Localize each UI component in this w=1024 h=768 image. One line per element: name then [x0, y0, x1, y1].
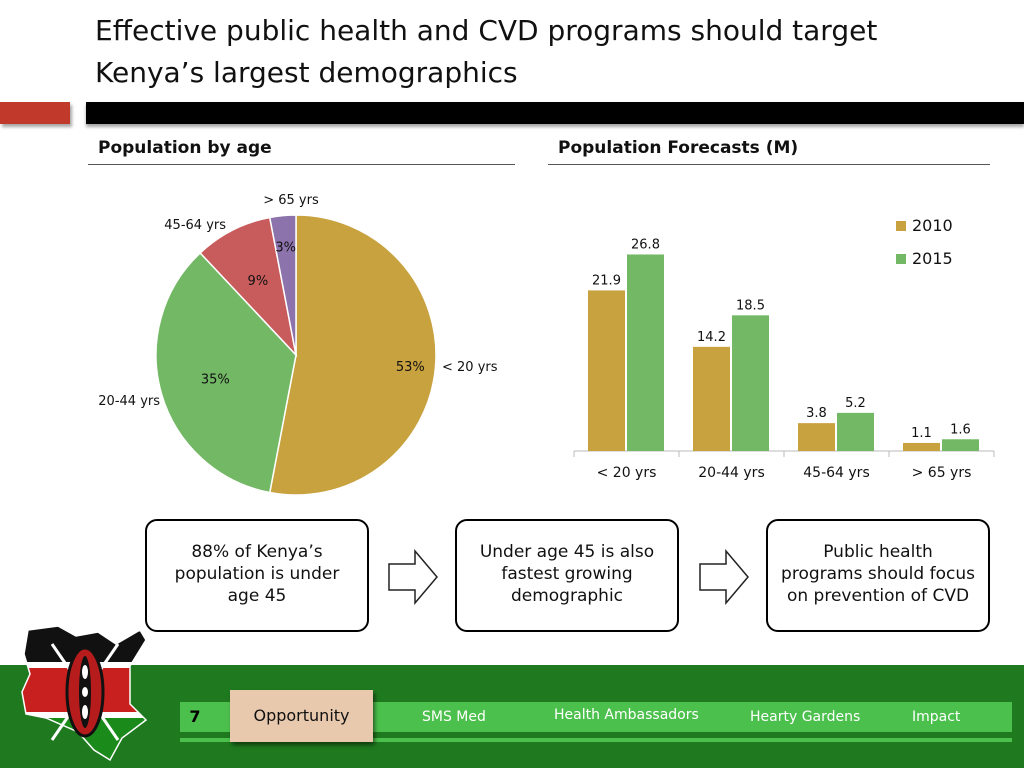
nav-tab-hearty-gardens[interactable]: Hearty Gardens: [750, 709, 861, 725]
pie-category-label: < 20 yrs: [442, 360, 498, 375]
bar-data-label: 14.2: [697, 330, 726, 345]
population-pie-chart: 53% < 20 yrs 35% 20-44 yrs 9% 45-64 yrs 3% > 65…: [98, 193, 498, 496]
pie-slice-20-44-yrs: [155, 251, 297, 494]
legend-swatch-2010: [896, 221, 906, 231]
nav-underline: [180, 738, 1012, 742]
bar-2015-20-yrs: [627, 254, 664, 451]
legend-label-2015: 2015: [912, 249, 953, 268]
bar-data-label: 1.6: [950, 422, 971, 437]
x-tick-label: > 65 yrs: [912, 465, 972, 481]
bar-2015-20-44-yrs: [732, 315, 769, 451]
bar-data-label: 21.9: [592, 273, 621, 288]
bar-2010-45-64-yrs: [798, 423, 835, 451]
nav-tab-sms-med[interactable]: SMS Med: [422, 709, 486, 725]
pie-category-label: > 65 yrs: [263, 193, 319, 208]
slide-title: Effective public health and CVD programs…: [95, 14, 878, 89]
bar-2010-65-yrs: [903, 442, 940, 451]
title-underline-bar: [86, 102, 1024, 124]
callout-text: Under age 45 is also fastest growing dem…: [479, 542, 655, 606]
population-by-age-heading: Population by age: [88, 138, 515, 165]
callout-text: Public health programs should focus on p…: [781, 542, 975, 606]
bar-data-label: 1.1: [911, 426, 932, 441]
red-accent-bar: [0, 102, 70, 124]
bar-data-label: 5.2: [845, 396, 866, 411]
x-tick-label: < 20 yrs: [597, 465, 657, 481]
pie-value-label: 53%: [396, 360, 425, 375]
kenya-flag-map-logo: [21, 625, 148, 762]
bar-2015-45-64-yrs: [837, 412, 874, 451]
pie-slice-65-yrs: [268, 214, 297, 356]
bar-data-label: 18.5: [736, 298, 765, 313]
nav-tab-health-ambassadors[interactable]: Health Ambassadors: [554, 707, 699, 723]
population-forecasts-heading: Population Forecasts (M): [548, 138, 990, 165]
right-arrow-icon: [388, 549, 438, 605]
pie-value-label: 3%: [275, 240, 296, 255]
pie-slice-45-64-yrs: [199, 216, 298, 358]
bar-data-label: 26.8: [631, 237, 660, 252]
pie-slice-20-yrs: [268, 214, 437, 496]
pie-value-label: 35%: [201, 372, 230, 387]
right-arrow-icon: [699, 549, 749, 605]
bar-2010-20-yrs: [588, 290, 625, 451]
legend-swatch-2015: [896, 254, 906, 264]
x-tick-label: 45-64 yrs: [803, 465, 869, 481]
bar-data-label: 3.8: [806, 406, 827, 421]
pie-value-label: 9%: [248, 274, 269, 289]
x-tick-label: 20-44 yrs: [698, 465, 764, 481]
callout-under-45: 88% of Kenya’s population is under age 4…: [145, 519, 369, 632]
callout-fastest-growing: Under age 45 is also fastest growing dem…: [455, 519, 679, 632]
nav-tab-opportunity[interactable]: Opportunity: [230, 690, 373, 742]
bar-2015-65-yrs: [942, 439, 979, 451]
pie-category-label: 20-44 yrs: [98, 394, 160, 409]
callout-text: 88% of Kenya’s population is under age 4…: [174, 542, 340, 606]
nav-tab-impact[interactable]: Impact: [912, 709, 961, 725]
bar-2010-20-44-yrs: [693, 346, 730, 451]
callout-prevention: Public health programs should focus on p…: [766, 519, 990, 632]
page-number: 7: [189, 707, 201, 726]
pie-category-label: 45-64 yrs: [164, 218, 226, 233]
legend-label-2010: 2010: [912, 216, 953, 235]
population-forecast-bar-chart: 21.9 26.8 < 20 yrs 14.2 18.5 20-44 yrs 3.8 5.2 4…: [573, 216, 995, 481]
